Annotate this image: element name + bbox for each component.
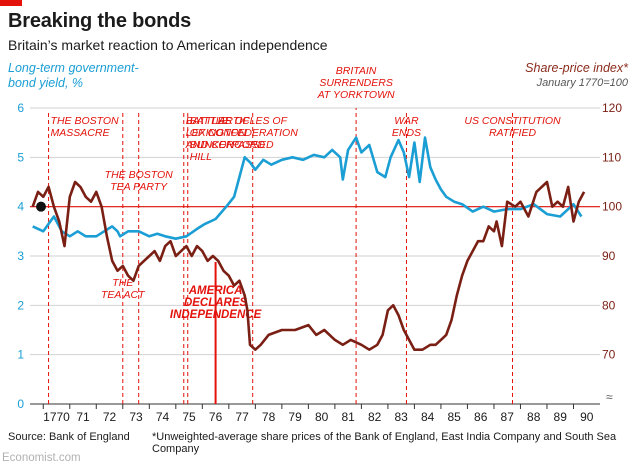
event-label: ENDS: [392, 127, 421, 139]
left-tick-label: 2: [17, 298, 24, 312]
event-label: AT YORKTOWN: [317, 89, 395, 101]
event-label: US CONSTITUTION: [464, 115, 561, 127]
event-label: RATIFIED: [489, 127, 536, 139]
x-tick-label: 86: [474, 410, 488, 424]
right-axis-title: Share-price index* January 1770=100: [458, 61, 628, 91]
x-tick-label: 75: [182, 410, 196, 424]
x-tick-label: 87: [501, 410, 515, 424]
x-tick-label: 74: [156, 410, 170, 424]
event-label: TEA PARTY: [110, 181, 168, 193]
x-tick-label: 85: [448, 410, 462, 424]
event-label: AND CONCORD: [185, 139, 266, 151]
x-tick-label: 89: [554, 410, 568, 424]
event-label: BRITAIN: [336, 65, 377, 77]
event-label: BATTLE: [190, 115, 230, 127]
x-tick-label: 81: [341, 410, 355, 424]
event-label: MASSACRE: [51, 127, 111, 139]
event-label: LEXINGTON: [186, 127, 247, 139]
x-tick-label: 80: [315, 410, 329, 424]
chart-title: Breaking the bonds: [8, 10, 192, 32]
brand-bar: [0, 0, 22, 6]
event-label: AMERICA: [188, 285, 243, 297]
x-tick-label: 78: [262, 410, 276, 424]
x-tick-label: 71: [76, 410, 90, 424]
left-axis-title: Long-term government- bond yield, %: [8, 61, 178, 91]
bond-yield-line: [32, 136, 583, 240]
left-axis-title-line1: Long-term government-: [8, 61, 139, 75]
event-label: TEA ACT: [101, 289, 146, 301]
left-tick-label: 3: [17, 249, 24, 263]
event-label: THE BOSTON: [51, 115, 119, 127]
event-label: OF: [190, 127, 205, 139]
right-axis-title-line1: Share-price index*: [525, 61, 628, 75]
event-label: WAR: [394, 115, 419, 127]
left-tick-label: 1: [17, 348, 24, 362]
event-label: HILL: [190, 151, 212, 163]
x-tick-label: 79: [288, 410, 302, 424]
x-tick-label: 1770: [43, 410, 70, 424]
chart-subtitle: Britain’s market reaction to American in…: [8, 37, 328, 53]
x-tick-label: 84: [421, 410, 435, 424]
start-point-dot: [36, 201, 46, 212]
footnote: *Unweighted-average share prices of the …: [152, 431, 617, 455]
left-tick-label: 6: [17, 101, 24, 115]
x-tick-label: 72: [103, 410, 117, 424]
x-tick-label: 77: [235, 410, 249, 424]
economist-logo: Economist.com: [2, 452, 81, 464]
right-tick-label: 80: [602, 298, 616, 312]
right-tick-label: 70: [602, 348, 616, 362]
event-label: THE BOSTON: [105, 169, 173, 181]
share-price-line: [31, 180, 586, 351]
event-label: BATTLES OF: [186, 115, 250, 127]
axis-break-marker: ≈: [606, 390, 613, 404]
event-label: BUNKER: [190, 139, 234, 151]
left-tick-label: 4: [17, 200, 24, 214]
event-label: ARTICLES OF: [217, 115, 287, 127]
left-tick-label: 5: [17, 150, 24, 164]
left-tick-label: 0: [17, 397, 24, 411]
event-label: SURRENDERS: [319, 77, 393, 89]
event-label: PASSED: [232, 139, 274, 151]
right-tick-label: 100: [602, 200, 622, 214]
left-axis-title-line2: bond yield, %: [8, 76, 84, 90]
right-tick-label: 120: [602, 101, 622, 115]
right-tick-label: 90: [602, 249, 616, 263]
source-note: Source: Bank of England: [8, 431, 130, 443]
event-label: DECLARES: [184, 297, 248, 309]
event-label: INDEPENDENCE: [170, 309, 262, 321]
event-label: CONFEDERATION: [208, 127, 299, 139]
x-tick-label: 90: [580, 410, 594, 424]
x-tick-label: 88: [527, 410, 541, 424]
event-label: THE: [112, 277, 134, 289]
x-tick-label: 73: [129, 410, 143, 424]
right-axis-title-line2: January 1770=100: [536, 77, 628, 89]
x-tick-label: 82: [368, 410, 382, 424]
x-tick-label: 83: [394, 410, 408, 424]
right-tick-label: 110: [602, 150, 621, 164]
x-tick-label: 76: [209, 410, 223, 424]
